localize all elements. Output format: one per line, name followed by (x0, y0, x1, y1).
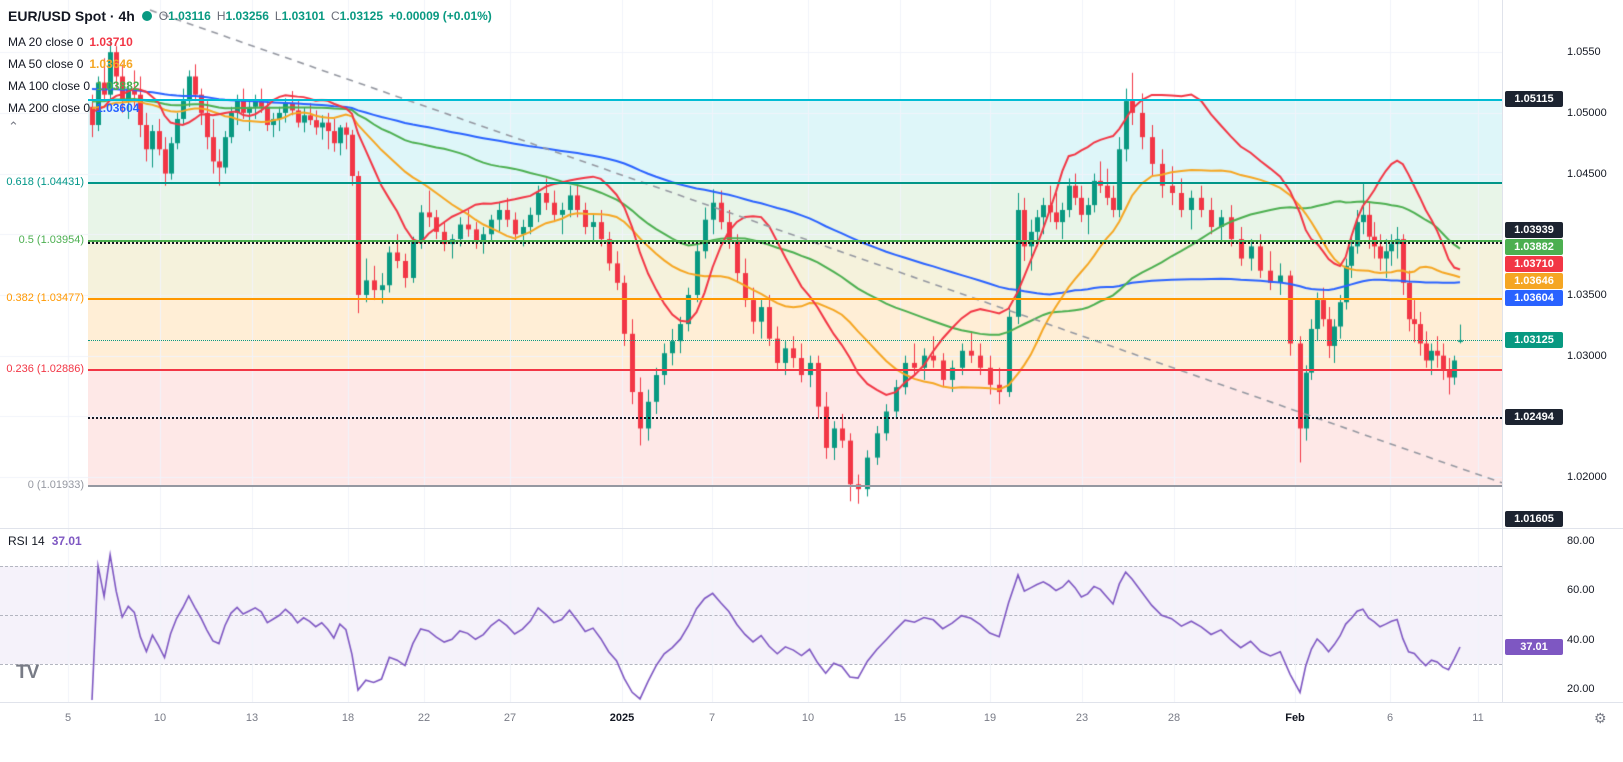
time-label-2025: 2025 (609, 712, 635, 724)
ohlc-low-label: L (274, 9, 282, 23)
rsi-legend-value: 37.01 (51, 534, 82, 548)
price-axis[interactable]: 1.0550 1.05000 1.04500 1.03500 1.03000 1.0200… (1502, 0, 1623, 702)
rsi-tick-20.00: 20.00 (1567, 682, 1595, 695)
price-tag-1.03882: 1.03882 (1505, 238, 1563, 255)
rsi-value-tag: 37.01 (1505, 639, 1563, 655)
ohlc-open-value: 1.03116 (168, 9, 211, 23)
axis-settings-gear-icon[interactable]: ⚙ (1594, 710, 1607, 726)
price-tick-1.05000: 1.05000 (1567, 106, 1607, 119)
ohlc-change-value: +0.00009 (+0.01%) (389, 9, 492, 23)
time-axis[interactable]: 5 10 13 18 22 27 2025 7 10 15 19 23 28 Feb 6 11 (0, 702, 1623, 762)
time-label-13: 13 (245, 712, 259, 724)
time-label-10: 10 (153, 712, 167, 724)
legend-row-ma-20[interactable]: MA 20 close 0 1.03710 (8, 31, 139, 53)
time-label-6: 6 (1386, 712, 1394, 724)
symbol-title[interactable]: EUR/USD Spot · 4h (8, 8, 135, 24)
price-tick-1.02000: 1.02000 (1567, 471, 1607, 484)
time-label-15: 15 (893, 712, 907, 724)
legend-row-ma-100[interactable]: MA 100 close 0 1.03882 (8, 75, 139, 97)
time-label-23: 23 (1075, 712, 1089, 724)
ma-20-label: MA 20 close 0 (8, 35, 84, 49)
ma-200-value: 1.03604 (96, 101, 140, 115)
time-label-27: 27 (503, 712, 517, 724)
price-tag-1.05115: 1.05115 (1505, 90, 1563, 107)
time-label-10: 10 (801, 712, 815, 724)
price-tag-1.02494: 1.02494 (1505, 409, 1563, 426)
price-tag-1.03646: 1.03646 (1505, 272, 1563, 289)
ohlc-high-label: H (216, 9, 226, 23)
time-label-19: 19 (983, 712, 997, 724)
price-tick-1.03000: 1.03000 (1567, 349, 1607, 362)
tradingview-logo[interactable]: TV (16, 662, 39, 683)
price-tag-1.03710: 1.03710 (1505, 255, 1563, 272)
rsi-chart-canvas[interactable] (0, 528, 1502, 702)
indicator-legend: MA 20 close 0 1.03710 MA 50 close 0 1.03… (8, 31, 139, 135)
ma-200-label: MA 200 close 0 (8, 101, 91, 115)
price-tag-1.03125: 1.03125 (1505, 332, 1563, 349)
price-tag-1.01605: 1.01605 (1505, 511, 1563, 527)
legend-row-ma-200[interactable]: MA 200 close 0 1.03604 (8, 97, 139, 119)
time-label-18: 18 (341, 712, 355, 724)
ma-100-label: MA 100 close 0 (8, 79, 91, 93)
price-chart-canvas[interactable] (0, 0, 1502, 528)
time-axis-separator (0, 702, 1623, 703)
price-tick-1.03500: 1.03500 (1567, 288, 1607, 301)
time-label-11: 11 (1472, 712, 1484, 724)
price-tag-1.03939: 1.03939 (1505, 221, 1563, 238)
price-tick-1.04500: 1.04500 (1567, 167, 1607, 180)
pane-separator[interactable] (0, 528, 1623, 529)
rsi-tick-40.00: 40.00 (1567, 633, 1595, 646)
ohlc-close-value: 1.03125 (339, 9, 384, 23)
market-status-dot (141, 11, 152, 21)
ma-20-value: 1.03710 (89, 35, 133, 49)
time-label-5: 5 (64, 712, 72, 724)
time-label-28: 28 (1167, 712, 1181, 724)
ohlc-open-label: O (158, 9, 169, 23)
time-label-22: 22 (417, 712, 431, 724)
rsi-tick-60.00: 60.00 (1567, 584, 1595, 597)
price-tick-1.0550: 1.0550 (1567, 46, 1601, 59)
rsi-legend-label: RSI 14 (8, 534, 45, 548)
ohlc-readout: O1.03116 H1.03256 L1.03101 C1.03125 +0.0… (159, 9, 492, 23)
price-pane: 0.618 (1.04431) 0.5 (1.03954) 0.382 (1.034… (0, 0, 1502, 528)
price-tag-1.03604: 1.03604 (1505, 289, 1563, 306)
legend-row-ma-50[interactable]: MA 50 close 0 1.03646 (8, 53, 139, 75)
rsi-tick-80.00: 80.00 (1567, 535, 1595, 548)
legend-collapse-button[interactable]: ⌃ (8, 119, 19, 134)
ma-50-label: MA 50 close 0 (8, 57, 84, 71)
symbol-header: EUR/USD Spot · 4h O1.03116 H1.03256 L1.0… (8, 8, 492, 24)
ma-50-value: 1.03646 (89, 57, 133, 71)
ohlc-high-value: 1.03256 (225, 9, 269, 23)
rsi-pane (0, 528, 1502, 702)
ohlc-low-value: 1.03101 (281, 9, 325, 23)
time-label-Feb: Feb (1285, 712, 1305, 724)
rsi-legend[interactable]: RSI 14 37.01 (8, 534, 82, 548)
ohlc-close-label: C (330, 9, 340, 23)
ma-100-value: 1.03882 (96, 79, 140, 93)
time-label-7: 7 (708, 712, 716, 724)
